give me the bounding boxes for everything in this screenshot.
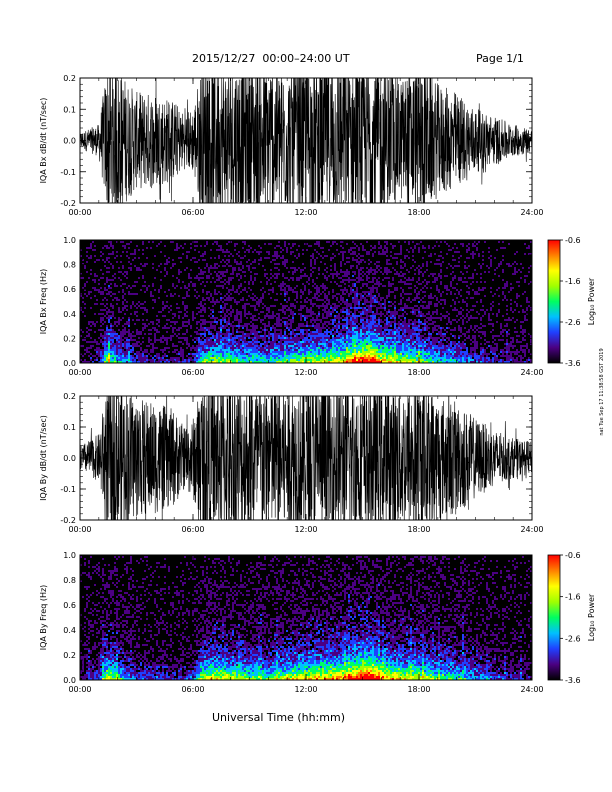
x-tick-label: 12:00 <box>294 208 317 217</box>
x-tick-label: 18:00 <box>407 525 430 534</box>
x-tick-label: 00:00 <box>68 525 91 534</box>
colorbar-tick-label: -3.6 <box>565 676 581 685</box>
spectrogram-cells <box>80 556 532 680</box>
colorbar-tick-label: -1.6 <box>565 277 581 286</box>
x-tick-label: 24:00 <box>520 525 543 534</box>
bx-spectrogram-panel: -0.6 -1.6 -2.6 -3.6 Log₁₀ Power 1.0 0.8 0.6 0.4 0… <box>39 236 596 377</box>
y-axis-label: IQA By Freq (Hz) <box>39 585 48 651</box>
bx-waveform-panel: 0.2 0.1 0.0 -0.1 -0.200:00 06:00 12:00 18:00 24:… <box>39 74 544 217</box>
timestamp-note: nat Tue Sep 17 11:38:58 GST 2019 <box>599 348 605 436</box>
y-tick-label: 0.6 <box>63 601 76 610</box>
y-tick-label: 0.0 <box>63 676 76 685</box>
waveform-trace <box>80 396 532 520</box>
colorbar-tick-label: -0.6 <box>565 551 581 560</box>
y-tick-label: 0.8 <box>63 261 76 270</box>
by-waveform-panel: 0.2 0.1 0.0 -0.1 -0.200:00 06:00 12:00 18:00 24:… <box>39 392 544 534</box>
spectrogram-cells <box>80 241 532 363</box>
y-tick-label: 1.0 <box>63 551 76 560</box>
y-tick-label: 0.2 <box>63 334 76 343</box>
x-tick-label: 12:00 <box>294 368 317 377</box>
x-tick-label: 00:00 <box>68 208 91 217</box>
page-title: 2015/12/27 00:00–24:00 UT <box>192 52 350 65</box>
y-tick-label: 0.2 <box>63 392 76 401</box>
y-tick-label: 0.2 <box>63 74 76 83</box>
y-tick-label: 1.0 <box>63 236 76 245</box>
y-tick-label: 0.4 <box>63 626 76 635</box>
x-tick-label: 06:00 <box>181 208 204 217</box>
y-axis-label: IQA Bx Freq (Hz) <box>39 269 48 335</box>
y-tick-label: -0.1 <box>60 485 76 494</box>
x-tick-label: 06:00 <box>181 368 204 377</box>
x-tick-label: 12:00 <box>294 685 317 694</box>
x-tick-label: 18:00 <box>407 685 430 694</box>
page-number: Page 1/1 <box>476 52 524 65</box>
y-tick-label: 0.1 <box>63 423 76 432</box>
x-tick-label: 06:00 <box>181 525 204 534</box>
colorbar <box>547 239 561 364</box>
x-tick-label: 00:00 <box>68 685 91 694</box>
y-tick-label: 0.0 <box>63 454 76 463</box>
x-tick-label: 24:00 <box>520 368 543 377</box>
y-axis-label: IQA Bx dB/dt (nT/sec) <box>39 98 48 184</box>
colorbar-label: Log₁₀ Power <box>587 277 596 325</box>
y-tick-label: -0.1 <box>60 168 76 177</box>
y-tick-label: 0.4 <box>63 310 76 319</box>
y-tick-label: -0.2 <box>60 199 76 208</box>
y-tick-label: 0.1 <box>63 105 76 114</box>
colorbar-label: Log₁₀ Power <box>587 593 596 641</box>
y-tick-label: 0.0 <box>63 137 76 146</box>
x-axis-title: Universal Time (hh:mm) <box>212 711 345 724</box>
colorbar-tick-label: -2.6 <box>565 318 581 327</box>
y-tick-label: 0.2 <box>63 651 76 660</box>
x-tick-label: 24:00 <box>520 208 543 217</box>
y-tick-label: 0.6 <box>63 285 76 294</box>
x-tick-label: 24:00 <box>520 685 543 694</box>
colorbar <box>547 554 561 681</box>
y-axis-label: IQA By dB/dt (nT/sec) <box>39 415 48 501</box>
y-tick-label: 0.8 <box>63 576 76 585</box>
x-tick-label: 12:00 <box>294 525 317 534</box>
x-tick-label: 18:00 <box>407 208 430 217</box>
colorbar-tick-label: -0.6 <box>565 236 581 245</box>
colorbar-tick-label: -3.6 <box>565 359 581 368</box>
by-spectrogram-panel: -0.6 -1.6 -2.6 -3.6 Log₁₀ Power 1.0 0.8 0.6 0.4 0… <box>39 551 596 694</box>
x-tick-label: 00:00 <box>68 368 91 377</box>
colorbar-tick-label: -2.6 <box>565 634 581 643</box>
x-tick-label: 18:00 <box>407 368 430 377</box>
x-tick-label: 06:00 <box>181 685 204 694</box>
colorbar-tick-label: -1.6 <box>565 593 581 602</box>
y-tick-label: -0.2 <box>60 516 76 525</box>
y-tick-label: 0.0 <box>63 359 76 368</box>
waveform-trace <box>80 78 532 203</box>
